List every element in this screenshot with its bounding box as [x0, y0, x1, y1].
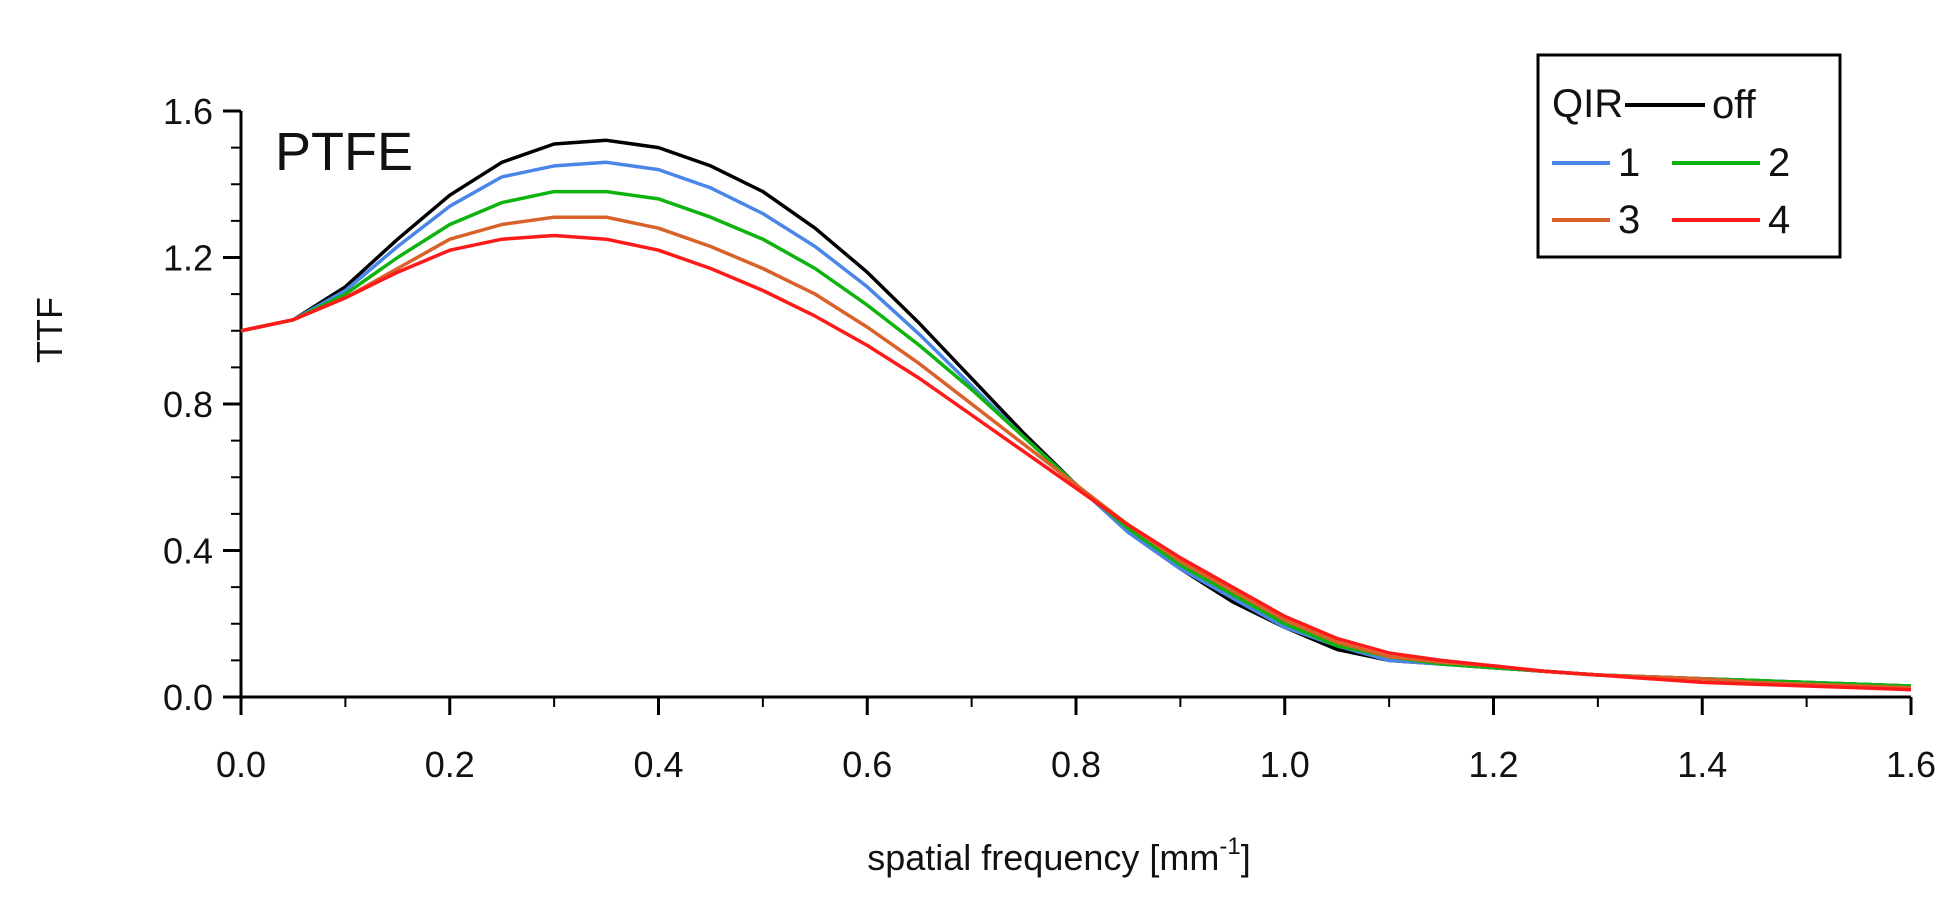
series-lines	[240, 138, 1912, 692]
series-line-qir-3	[240, 215, 1912, 690]
y-tick-label: 0.8	[163, 384, 213, 425]
legend-items: off 1 2 3 4	[1552, 83, 1790, 242]
series-line-qir-2	[240, 189, 1912, 688]
y-tick-label: 1.2	[163, 238, 213, 279]
legend-title: QIR	[1552, 82, 1623, 126]
x-tick-label: 0.0	[216, 744, 266, 785]
y-tick-label: 0.0	[163, 677, 213, 718]
series-line-qir-4	[240, 233, 1912, 692]
x-tick-label: 0.4	[633, 744, 683, 785]
legend-label-4: 4	[1768, 198, 1790, 242]
legend-label-3: 3	[1618, 198, 1640, 242]
x-tick-label: 1.0	[1260, 744, 1310, 785]
x-tick-label: 1.4	[1677, 744, 1727, 785]
x-tick-label: 1.6	[1886, 744, 1936, 785]
legend-label-off: off	[1712, 83, 1757, 127]
x-axis-label: spatial frequency [mm-1]	[867, 833, 1251, 878]
y-tick-label: 0.4	[163, 531, 213, 572]
x-tick-label: 0.2	[425, 744, 475, 785]
x-tick-label: 1.2	[1468, 744, 1518, 785]
legend-label-2: 2	[1768, 141, 1790, 185]
axes: 0.0 0.2 0.4 0.6 0.8 1.0 1.2 1.4 1.6 0.0 0.4 0.8 1.2 1…	[163, 91, 1936, 785]
x-axis-label-main: spatial frequency [mm	[867, 837, 1219, 878]
legend-box	[1536, 53, 1842, 259]
x-axis-label-superscript: -1	[1219, 833, 1240, 860]
legend-label-1: 1	[1618, 141, 1640, 185]
chart-title: PTFE	[275, 122, 413, 182]
y-axis-label: TTF	[29, 297, 70, 363]
x-tick-label: 0.6	[842, 744, 892, 785]
legend: QIR off 1 2 3 4	[1536, 53, 1842, 259]
x-tick-label: 0.8	[1051, 744, 1101, 785]
x-axis-label-suffix: ]	[1241, 837, 1251, 878]
y-tick-label: 1.6	[163, 91, 213, 132]
